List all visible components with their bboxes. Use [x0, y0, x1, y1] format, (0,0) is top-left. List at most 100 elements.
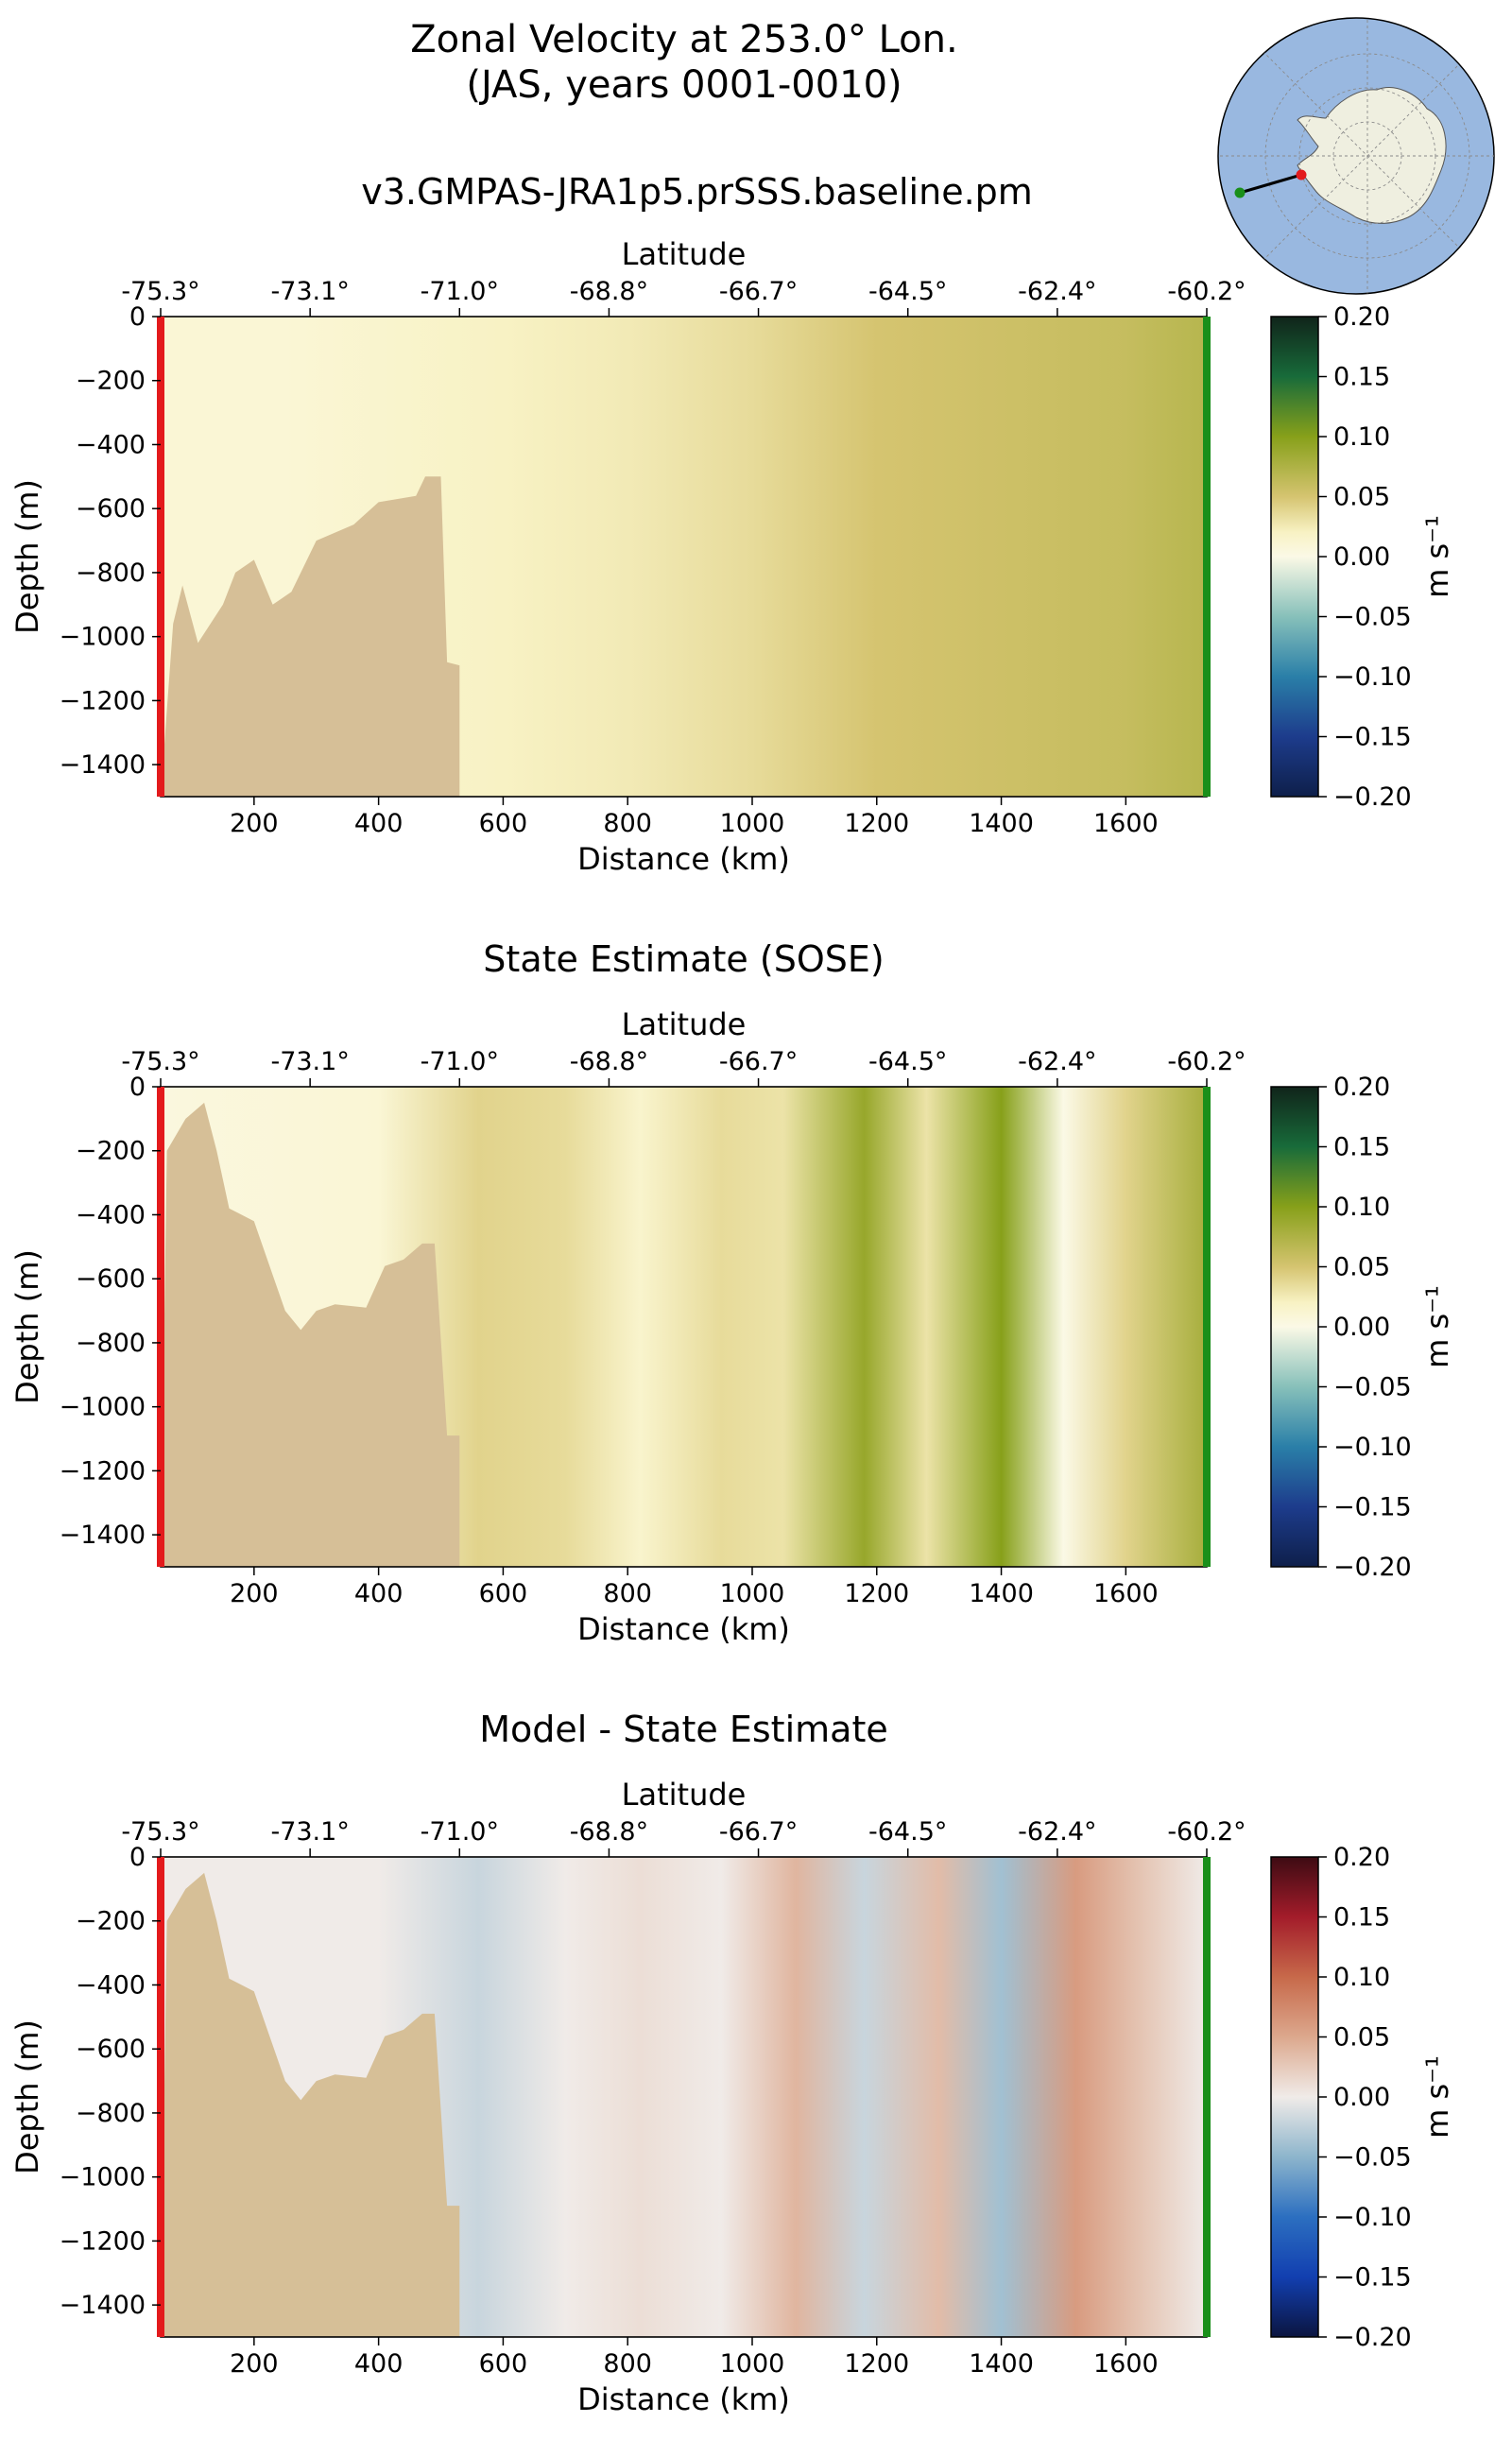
top-tick-label: -60.2° [1167, 1817, 1246, 1847]
top-tick-label: -62.4° [1018, 1817, 1096, 1847]
panel-2: State Estimate (SOSE) 200 400 600 800 1000 120… [9, 938, 1455, 1647]
y-axis-label: Depth (m) [9, 1249, 45, 1404]
colorbar-tick-label: −0.05 [1333, 2143, 1412, 2173]
y-tick-label: −400 [76, 430, 146, 459]
y-tick-label: −800 [76, 558, 146, 588]
bathymetry-land [161, 1102, 460, 1567]
y-tick-label: −200 [76, 1907, 146, 1936]
y-tick-label: −800 [76, 2099, 146, 2128]
y-tick-label: −1400 [60, 1521, 146, 1550]
colorbar-tick-label: −0.10 [1333, 2203, 1412, 2232]
x-tick-label: 1200 [844, 1579, 909, 1608]
x-tick-label: 600 [479, 809, 528, 838]
top-tick-label: -73.1° [270, 1047, 349, 1076]
map-graticule [1218, 18, 1494, 294]
y-tick-label: −1200 [60, 1456, 146, 1486]
colorbar-scale [1270, 1856, 1319, 2338]
colorbar-label: m s⁻¹ [1419, 515, 1455, 598]
x-tick-label: 1600 [1093, 2349, 1159, 2379]
top-tick-label: -68.8° [570, 1817, 648, 1847]
y-tick-label: 0 [129, 1073, 146, 1102]
top-tick-label: -68.8° [570, 277, 648, 306]
top-tick-label: -62.4° [1018, 277, 1096, 306]
colorbar-tick-label: 0.00 [1333, 542, 1390, 572]
y-tick-label: −1000 [60, 623, 146, 652]
y-tick-label: −600 [76, 494, 146, 524]
y-axis-label: Depth (m) [9, 2019, 45, 2174]
colorbar: 0.20 0.15 0.10 0.05 0.00 −0.05 −0.10 −0.15 −0.20… [1270, 1073, 1455, 1582]
colorbar-tick-label: −0.05 [1333, 603, 1412, 632]
panel-1: 200 400 600 800 1000 1200 1400 1600 Distance (km… [9, 236, 1455, 877]
colorbar-tick-label: 0.00 [1333, 2083, 1390, 2112]
x-tick-label: 200 [230, 1579, 279, 1608]
colorbar: 0.20 0.15 0.10 0.05 0.00 −0.05 −0.10 −0.15 −0.20… [1270, 302, 1455, 812]
colorbar-scale [1270, 1086, 1319, 1568]
transect-start-marker [1296, 169, 1307, 180]
top-tick-label: -64.5° [868, 1047, 947, 1076]
top-tick-label: -68.8° [570, 1047, 648, 1076]
top-tick-label: -71.0° [421, 1047, 499, 1076]
colorbar-tick-label: 0.05 [1333, 483, 1390, 512]
x-axis-label: Distance (km) [577, 841, 790, 877]
x-tick-label: 800 [603, 2349, 652, 2379]
x-tick-label: 200 [230, 809, 279, 838]
top-tick-label: -73.1° [270, 277, 349, 306]
colorbar-tick-label: −0.05 [1333, 1373, 1412, 1402]
y-tick-label: −1000 [60, 1393, 146, 1422]
figure-title-line2: (JAS, years 0001-0010) [466, 63, 902, 107]
x-tick-label: 800 [603, 809, 652, 838]
x-tick-label: 600 [479, 1579, 528, 1608]
top-tick-label: -64.5° [868, 277, 947, 306]
top-tick-label: -75.3° [121, 1047, 199, 1076]
colorbar-tick-label: 0.10 [1333, 1193, 1390, 1222]
top-tick-label: -73.1° [270, 1817, 349, 1847]
colorbar-tick-label: −0.15 [1333, 2263, 1412, 2293]
colorbar-scale [1270, 316, 1319, 798]
transect-end-marker [1234, 187, 1246, 198]
y-tick-label: −400 [76, 1200, 146, 1229]
top-tick-label: -66.7° [719, 1817, 798, 1847]
colorbar-tick-label: 0.05 [1333, 2023, 1390, 2053]
x-tick-label: 1400 [969, 809, 1034, 838]
x-tick-label: 1400 [969, 1579, 1034, 1608]
colorbar-label: m s⁻¹ [1419, 2055, 1455, 2139]
y-tick-label: −1400 [60, 750, 146, 780]
top-axis-label: Latitude [622, 1777, 747, 1813]
map-antarctica [1297, 87, 1447, 224]
x-tick-label: 800 [603, 1579, 652, 1608]
y-axis-label: Depth (m) [9, 479, 45, 634]
bathymetry-land [161, 476, 460, 797]
y-tick-label: −1200 [60, 686, 146, 715]
y-tick-label: −1200 [60, 2226, 146, 2256]
top-tick-label: -62.4° [1018, 1047, 1096, 1076]
figure-title: Zonal Velocity at 253.0° Lon. (JAS, year… [0, 17, 1368, 108]
x-tick-label: 1400 [969, 2349, 1034, 2379]
x-tick-label: 200 [230, 2349, 279, 2379]
top-tick-label: -66.7° [719, 277, 798, 306]
x-tick-label: 1000 [720, 1579, 785, 1608]
y-tick-label: −600 [76, 1264, 146, 1294]
figure-subtitle: v3.GMPAS-JRA1p5.prSSS.baseline.pm [361, 171, 1033, 213]
panel-title: State Estimate (SOSE) [483, 938, 884, 980]
x-tick-label: 1600 [1093, 809, 1159, 838]
colorbar-tick-label: 0.05 [1333, 1253, 1390, 1282]
colorbar-tick-label: 0.20 [1333, 302, 1390, 332]
top-tick-label: -75.3° [121, 1817, 199, 1847]
colorbar-tick-label: 0.20 [1333, 1073, 1390, 1102]
x-tick-label: 1200 [844, 809, 909, 838]
y-tick-label: 0 [129, 302, 146, 332]
panel-3: Model - State Estimate 200 400 600 800 1000 12… [9, 1709, 1455, 2417]
colorbar-tick-label: 0.15 [1333, 1133, 1390, 1162]
x-tick-label: 1000 [720, 2349, 785, 2379]
top-tick-label: -60.2° [1167, 1047, 1246, 1076]
colorbar-tick-label: −0.20 [1333, 782, 1412, 812]
top-tick-label: -71.0° [421, 1817, 499, 1847]
colorbar-tick-label: 0.20 [1333, 1843, 1390, 1872]
antarctic-inset-map [1217, 17, 1495, 295]
y-tick-label: −600 [76, 2035, 146, 2064]
x-tick-label: 600 [479, 2349, 528, 2379]
x-tick-label: 400 [354, 809, 404, 838]
top-axis-label: Latitude [622, 1006, 747, 1042]
